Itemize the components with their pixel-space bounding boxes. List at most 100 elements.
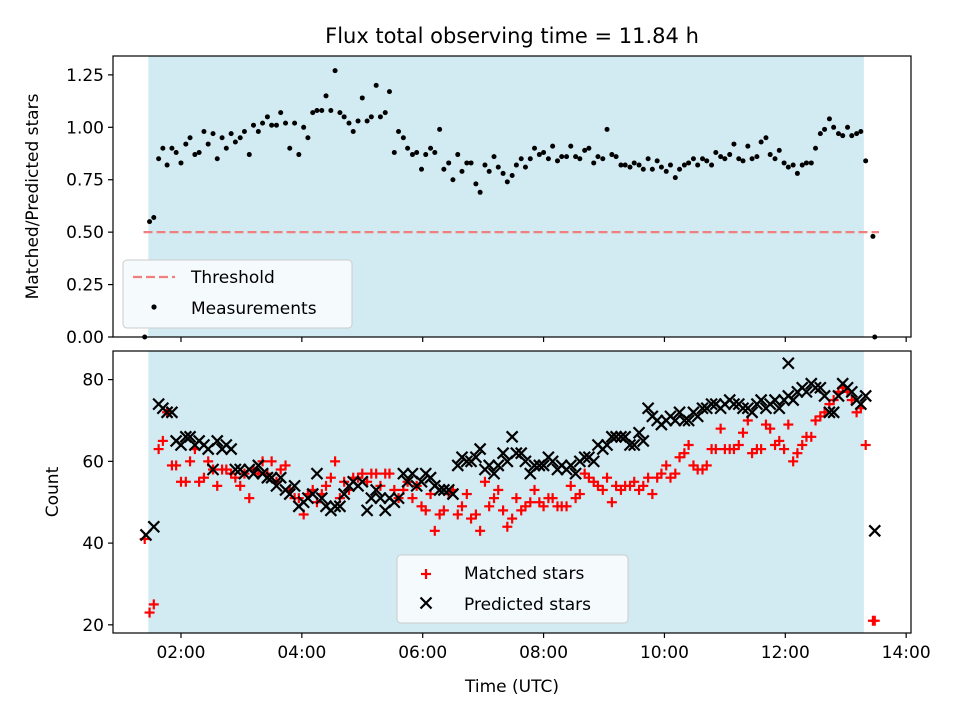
measurement-point (450, 177, 456, 183)
measurement-point (835, 131, 841, 137)
predicted-star-point (827, 406, 840, 419)
measurement-point (568, 143, 574, 149)
measurement-point (414, 149, 420, 155)
measurement-point (500, 170, 506, 176)
predicted-star-point (537, 459, 550, 472)
measurement-point (758, 139, 764, 145)
x-axis-label: Time (UTC) (464, 677, 559, 697)
predicted-star-point (288, 479, 301, 493)
x-tick-label: 14:00 (882, 643, 931, 663)
measurement-point (368, 114, 374, 120)
measurement-point (391, 149, 397, 155)
measurement-point (681, 162, 687, 168)
measurement-point (654, 158, 660, 164)
measurement-point (246, 152, 252, 158)
matched-star-point (371, 468, 382, 479)
bottom-axes-frame (112, 350, 912, 634)
measurement-point (595, 154, 601, 160)
matched-star-point (547, 493, 558, 504)
measurement-point (863, 158, 869, 164)
x-tick-label: 06:00 (398, 643, 447, 663)
measurement-point (328, 108, 334, 114)
measurement-point (201, 128, 207, 134)
matched-star-point (629, 476, 640, 487)
predicted-star-point (823, 406, 836, 419)
predicted-star-point (482, 459, 496, 472)
measurement-point (210, 131, 216, 137)
matched-star-point (647, 489, 658, 500)
matched-star-point (157, 435, 168, 446)
measurement-point (283, 120, 289, 126)
matched-star-point (779, 444, 790, 455)
measurement-point (813, 145, 819, 151)
matched-star-point (715, 423, 726, 434)
predicted-star-point (165, 406, 179, 419)
measurement-point (518, 156, 524, 162)
bottom-plot-panel: 20 40 60 80 02:00 04:00 06:00 08:00 10:00 12:00 1… (43, 350, 931, 697)
measurement-point (513, 162, 519, 168)
matched-star-point (565, 480, 576, 491)
measurement-point (296, 152, 302, 158)
matched-star-point (561, 501, 572, 512)
predicted-star-point (206, 463, 220, 476)
measurement-point (845, 124, 851, 130)
measurement-point (355, 118, 361, 124)
matched-star-point (321, 480, 332, 491)
predicted-star-point (637, 434, 650, 448)
matched-star-point (498, 505, 509, 516)
measurement-point (577, 156, 583, 162)
matched-star-point (456, 501, 467, 512)
top-y-axis-label: Matched/Predicted stars (23, 93, 43, 299)
matched-star-point (429, 525, 440, 536)
measurement-point (527, 156, 533, 162)
predicted-star-point (546, 455, 559, 468)
predicted-star-point (623, 438, 637, 452)
predicted-star-point (569, 467, 582, 480)
measurement-point (840, 133, 846, 139)
measurement-point (373, 82, 379, 88)
matched-star-point (756, 444, 767, 455)
matched-star-point (475, 525, 486, 536)
top-x-ticks (180, 337, 907, 342)
measurement-point (432, 149, 438, 155)
measurement-point (192, 152, 198, 158)
matched-star-point (511, 493, 522, 504)
measurement-point (332, 68, 338, 74)
matched-star-point (280, 460, 291, 471)
measurement-point (803, 160, 809, 166)
measurement-point (251, 122, 257, 128)
matched-star-point (438, 505, 449, 516)
measurement-point (173, 149, 179, 155)
top-plot-panel: 0.00 0.25 0.50 0.75 1.00 1.25 Matched/Predict… (23, 55, 912, 348)
predicted-star-point (696, 401, 709, 415)
measurement-point (409, 152, 415, 158)
matched-star-point (574, 489, 585, 500)
measurement-point (645, 156, 651, 162)
measurement-point (627, 164, 633, 170)
predicted-star-point (682, 414, 695, 427)
legend-plus-marker (421, 569, 431, 579)
predicted-star-point (745, 406, 759, 419)
measurement-point (169, 145, 175, 151)
measurement-point (700, 156, 706, 162)
matched-star-point (502, 521, 513, 532)
top-legend-box (122, 259, 353, 329)
measurement-point (350, 128, 356, 134)
measurement-point (147, 219, 153, 225)
predicted-star-point (401, 475, 414, 489)
measurement-point (441, 166, 447, 172)
measurement-point (341, 114, 347, 120)
measurement-point (196, 149, 202, 155)
measurement-point (677, 166, 683, 172)
measurement-point (464, 160, 470, 166)
measurement-point (849, 133, 855, 139)
x-tick-label: 08:00 (519, 643, 568, 663)
predicted-star-point (265, 471, 278, 484)
predicted-star-point (369, 483, 383, 497)
matched-star-point (797, 440, 808, 450)
measurement-point (695, 162, 701, 168)
measurement-point (618, 162, 624, 168)
bottom-y-tick-label: 20 (82, 616, 104, 636)
x-tick-label: 12:00 (761, 643, 810, 663)
measurement-point (591, 160, 597, 166)
